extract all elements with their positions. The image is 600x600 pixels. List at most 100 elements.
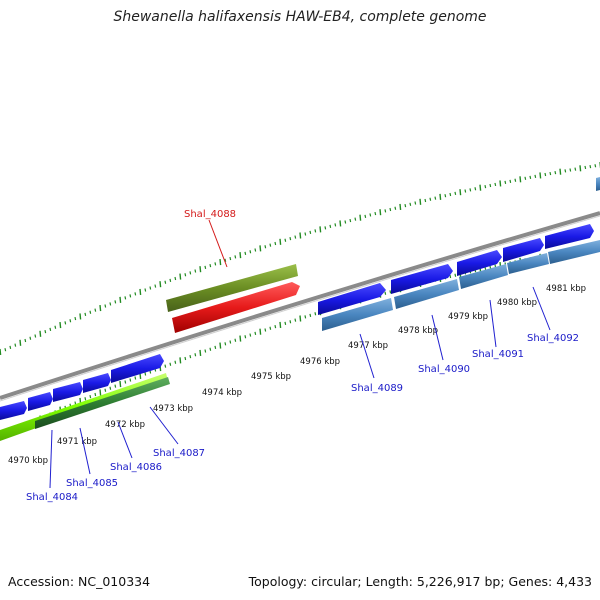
tick-mark: [339, 220, 342, 227]
gene-label-shal-4090[interactable]: Shal_4090: [418, 364, 470, 375]
tick-mark: [449, 274, 452, 279]
cds-arrow[interactable]: [53, 382, 83, 402]
tick-mark: [529, 175, 532, 179]
tick-mark: [489, 183, 492, 188]
tick-mark: [189, 354, 192, 359]
tick-mark: [314, 229, 317, 233]
tick-mark: [94, 392, 97, 397]
tick-mark: [369, 213, 372, 217]
tick-mark: [44, 329, 47, 334]
kbp-label: 4973 kbp: [153, 404, 193, 414]
tick-mark: [144, 288, 147, 292]
cds-arrow[interactable]: [503, 238, 544, 262]
rna-feature[interactable]: [35, 377, 170, 429]
tick-mark: [64, 321, 67, 325]
tick-mark: [199, 349, 202, 356]
cds-reverse[interactable]: [507, 253, 549, 274]
tick-mark: [124, 380, 127, 384]
tick-mark: [174, 360, 177, 364]
tick-mark: [254, 331, 257, 335]
tick-mark: [314, 312, 317, 316]
tick-mark: [569, 168, 572, 172]
tick-mark: [84, 312, 87, 316]
gene-label-shal-4087[interactable]: Shal_4087: [153, 448, 205, 459]
tick-mark: [439, 193, 442, 200]
tick-mark: [209, 347, 212, 351]
tick-mark: [414, 201, 417, 205]
tick-mark: [174, 276, 177, 281]
tick-mark: [129, 294, 132, 298]
olive-feature[interactable]: [166, 264, 298, 312]
tick-mark: [494, 182, 497, 187]
gene-label-shal-4086[interactable]: Shal_4086: [110, 462, 162, 473]
tick-mark: [74, 316, 77, 321]
tick-mark: [244, 251, 247, 256]
gene-label-shal-4091[interactable]: Shal_4091: [472, 349, 524, 360]
tick-mark: [279, 321, 282, 329]
tick-mark: [204, 349, 207, 353]
cds-arrow[interactable]: [545, 224, 594, 249]
tick-mark: [349, 218, 352, 223]
kbp-labels: 4970 kbp 4971 kbp 4972 kbp 4973 kbp 4974…: [8, 284, 586, 466]
cds-arrow[interactable]: [111, 354, 164, 383]
cds-reverse[interactable]: [394, 279, 459, 309]
cds-arrow[interactable]: [457, 250, 502, 276]
tick-mark: [579, 165, 582, 172]
upper-tick-ring: [0, 162, 600, 356]
tick-mark: [89, 310, 92, 314]
tick-mark: [424, 198, 427, 203]
cds-arrow[interactable]: [0, 401, 27, 420]
tick-mark: [49, 327, 52, 332]
tick-mark: [304, 315, 307, 319]
tick-mark: [159, 281, 162, 288]
cds-arrow[interactable]: [391, 264, 453, 294]
cds-arrow[interactable]: [596, 177, 600, 191]
tick-mark: [309, 230, 312, 235]
tick-mark: [324, 226, 327, 230]
tick-mark: [249, 333, 252, 337]
tick-mark: [169, 362, 172, 366]
tick-mark: [179, 357, 182, 364]
tick-mark: [184, 273, 187, 277]
tick-mark: [24, 338, 27, 343]
tick-mark: [384, 291, 387, 295]
tick-mark: [14, 343, 17, 347]
gene-label-shal-4085[interactable]: Shal_4085: [66, 478, 118, 489]
cds-arrow[interactable]: [318, 283, 386, 315]
tick-mark: [534, 174, 537, 178]
tick-mark: [259, 328, 262, 335]
gene-label-shal-4088[interactable]: Shal_4088: [184, 209, 236, 220]
gene-label-shal-4092[interactable]: Shal_4092: [527, 333, 579, 344]
rrna-arrow[interactable]: [172, 282, 300, 333]
cds-reverse[interactable]: [322, 298, 393, 331]
tick-mark: [389, 290, 392, 294]
tick-mark: [114, 300, 117, 304]
kbp-label: 4980 kbp: [497, 298, 537, 308]
cds-arrow[interactable]: [83, 373, 111, 393]
tick-mark: [269, 326, 272, 330]
tick-mark: [244, 335, 247, 339]
tick-mark: [299, 232, 302, 239]
tick-mark: [554, 171, 557, 175]
gene-features: [0, 177, 600, 441]
cds-arrow[interactable]: [28, 392, 53, 411]
gene-label-shal-4089[interactable]: Shal_4089: [351, 383, 403, 394]
kbp-label: 4981 kbp: [546, 284, 586, 294]
tick-mark: [289, 320, 292, 324]
tick-mark: [504, 180, 507, 184]
tick-mark: [429, 197, 432, 201]
tick-mark: [344, 220, 347, 224]
cds-reverse[interactable]: [459, 264, 508, 289]
gene-labels: Shal_4084 Shal_4085 Shal_4086 Shal_4087 …: [26, 209, 579, 503]
gene-label-shal-4084[interactable]: Shal_4084: [26, 492, 78, 503]
tick-mark: [444, 194, 447, 198]
cds-reverse[interactable]: [548, 240, 600, 264]
tick-mark: [539, 172, 542, 179]
kbp-label: 4971 kbp: [57, 437, 97, 447]
tick-mark: [54, 325, 57, 329]
tick-mark: [284, 238, 287, 242]
tick-mark: [384, 209, 387, 213]
tick-mark: [84, 397, 87, 401]
kbp-label: 4975 kbp: [251, 372, 291, 382]
